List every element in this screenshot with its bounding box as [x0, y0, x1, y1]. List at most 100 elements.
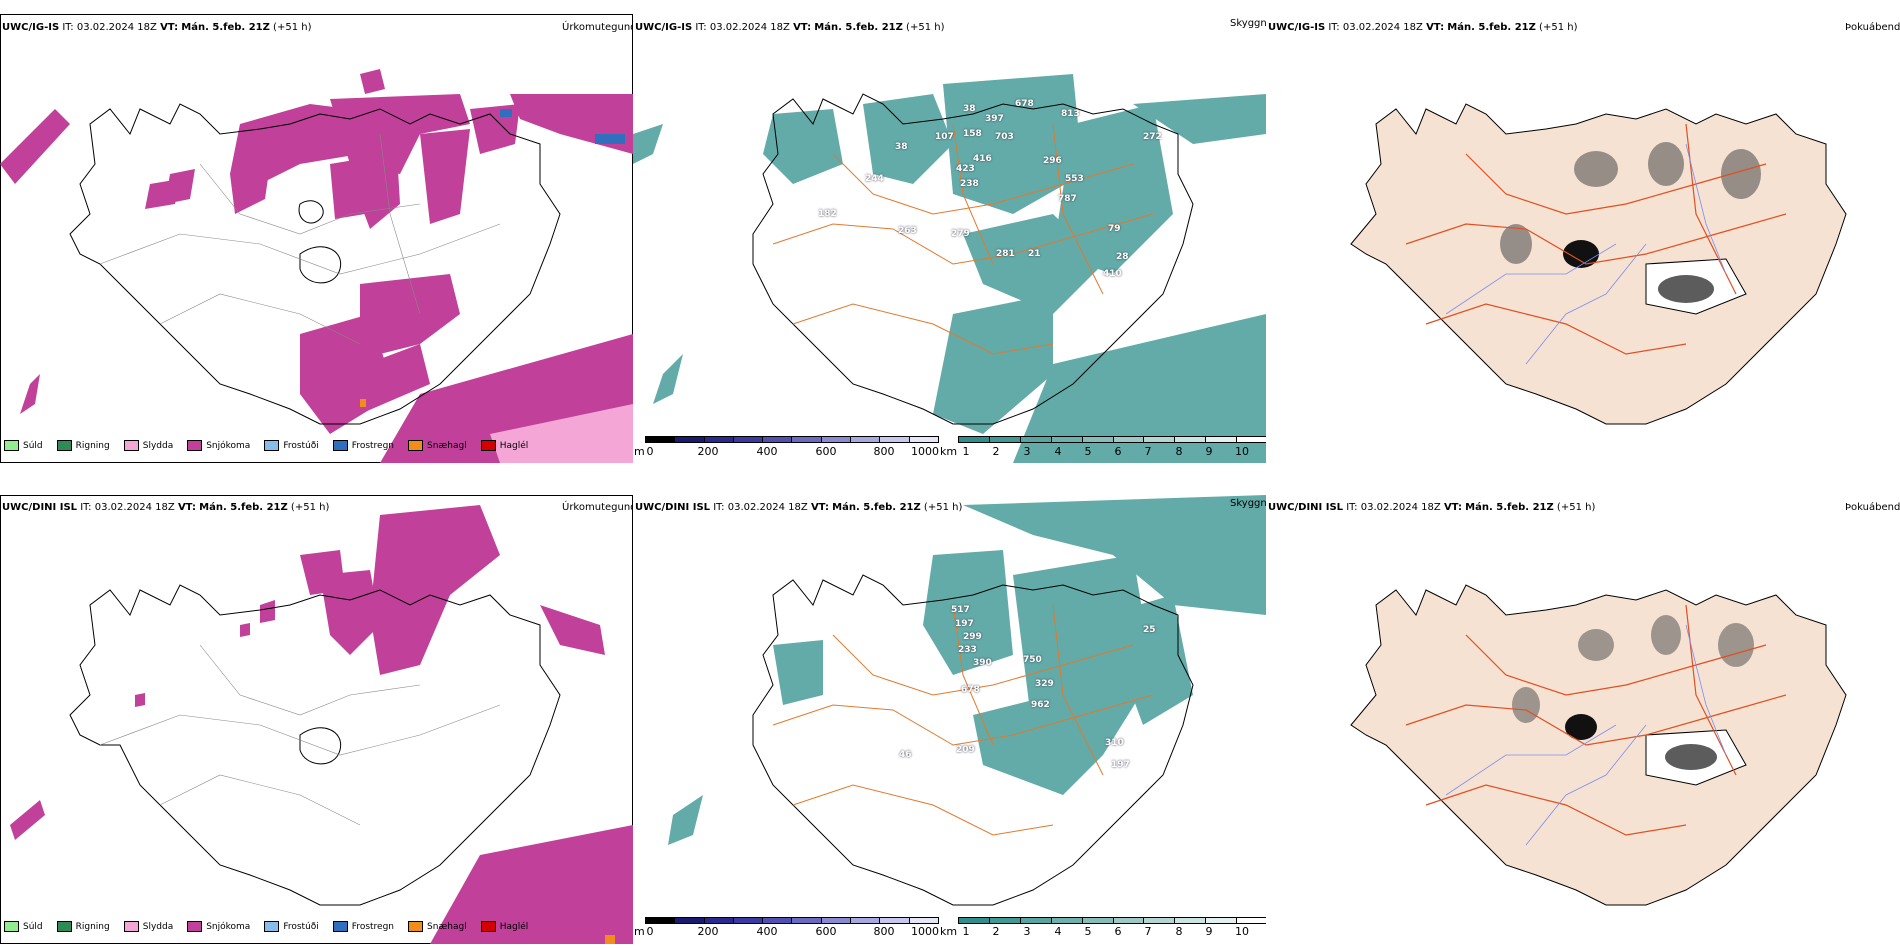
legend-swatch — [264, 921, 280, 932]
legend-item: Snæhagl — [408, 921, 467, 932]
cloud-base-tick: 800 — [873, 445, 895, 458]
legend-label: Snæhagl — [427, 921, 467, 932]
lead-time: (+51 h) — [290, 502, 330, 513]
precip-panel-top: Súld Rigning Slydda Snjókoma Frostúði Fr… — [0, 14, 633, 463]
lead-time: (+51 h) — [923, 502, 963, 513]
it-value: 03.02.2024 18Z — [1342, 22, 1423, 33]
legend-label: Frostúði — [283, 440, 319, 451]
cloud-base-tick: 600 — [815, 445, 837, 458]
lead-time: (+51 h) — [906, 22, 945, 33]
panel-title: Skyggni — [1230, 18, 1270, 29]
visibility-tick: 1 — [962, 445, 970, 458]
ceiling-label: 678 — [1015, 99, 1034, 109]
legend-label: Rigning — [75, 921, 110, 932]
visibility-tick: 2 — [992, 445, 1000, 458]
visibility-unit: km — [940, 925, 958, 938]
cloud-base-tick: 400 — [756, 445, 778, 458]
legend-swatch — [123, 440, 139, 451]
visibility-tick: 5 — [1084, 925, 1092, 938]
legend-swatch — [4, 921, 19, 932]
visibility-tick: 10 — [1235, 925, 1249, 938]
ceiling-label: 46 — [899, 750, 912, 760]
legend-item: Rigning — [56, 440, 110, 451]
vt-value: Mán. 5.feb. 21Z — [199, 502, 288, 513]
visibility-tick: 4 — [1054, 925, 1062, 938]
cloud-base-tick: 1000 — [911, 445, 939, 458]
visibility-unit: km — [940, 445, 958, 458]
visibility-bar — [958, 917, 1268, 924]
visibility-tick: 9 — [1205, 445, 1213, 458]
legend-item: Frostregn — [332, 921, 394, 932]
precip-map-bottom — [10, 505, 633, 944]
fog-panel-bottom — [1266, 495, 1900, 944]
legend-label: Slydda — [142, 921, 174, 932]
ceiling-label: 397 — [985, 114, 1004, 124]
vt-label: VT: — [160, 22, 179, 33]
vt-label: VT: — [810, 502, 829, 513]
ceiling-label: 329 — [1035, 679, 1054, 689]
cloud-base-tick: 0 — [646, 925, 654, 938]
legend-swatch — [332, 921, 348, 932]
vt-value: Mán. 5.feb. 21Z — [1447, 22, 1536, 33]
it-label: IT: — [80, 502, 92, 513]
precip-map-top — [0, 69, 633, 463]
ceiling-label: 158 — [963, 129, 982, 139]
lead-time: (+51 h) — [273, 22, 312, 33]
precip-panel-bottom: Súld Rigning Slydda Snjókoma Frostúði Fr… — [0, 495, 633, 944]
model-name: UWC/DINI ISL — [2, 502, 78, 513]
panel-header: UWC/DINI ISL IT: 03.02.2024 18Z VT: Mán.… — [2, 502, 329, 513]
cloud-base-unit: m — [634, 445, 645, 458]
legend-item: Frostúði — [264, 921, 319, 932]
ceiling-label: 263 — [898, 226, 917, 236]
vt-label: VT: — [177, 502, 196, 513]
panel-header: UWC/IG-IS IT: 03.02.2024 18Z VT: Mán. 5.… — [1268, 22, 1577, 33]
visibility-tick: 10 — [1235, 445, 1249, 458]
visibility-tick: 6 — [1114, 925, 1122, 938]
legend-item: Snjókoma — [187, 921, 250, 932]
panel-title: Skyggni — [1230, 498, 1270, 509]
panel-header: UWC/DINI ISL IT: 03.02.2024 18Z VT: Mán.… — [635, 502, 962, 513]
ceiling-label: 279 — [951, 229, 970, 239]
ceiling-label: 182 — [818, 209, 837, 219]
panel-title: Úrkomutegund — [562, 502, 637, 513]
it-value: 03.02.2024 18Z — [94, 502, 175, 513]
lead-time: (+51 h) — [1539, 22, 1578, 33]
ceiling-label: 296 — [1043, 156, 1062, 166]
legend-label: Frostúði — [283, 921, 319, 932]
visibility-tick: 9 — [1205, 925, 1213, 938]
vt-value: Mán. 5.feb. 21Z — [181, 22, 270, 33]
model-name: UWC/IG-IS — [2, 22, 60, 33]
visibility-tick: 7 — [1144, 925, 1152, 938]
visibility-bar — [958, 436, 1268, 443]
visibility-tick: 2 — [992, 925, 1000, 938]
legend-swatch — [123, 921, 139, 932]
legend-item: Snæhagl — [408, 440, 467, 451]
model-name: UWC/IG-IS — [635, 22, 693, 33]
visibility-tick: 4 — [1054, 445, 1062, 458]
cloud-base-tick: 600 — [815, 925, 837, 938]
legend-swatch — [187, 921, 203, 932]
legend-label: Súld — [23, 440, 43, 451]
ceiling-label: 281 — [996, 249, 1015, 259]
cloud-base-tick: 200 — [697, 925, 719, 938]
precip-legend-top: Súld Rigning Slydda Snjókoma Frostúði Fr… — [4, 440, 528, 451]
fog-map-bottom — [1350, 584, 1847, 906]
legend-swatch — [332, 440, 348, 451]
cloud-base-colorbar-top — [633, 436, 939, 460]
vt-value: Mán. 5.feb. 21Z — [1465, 502, 1554, 513]
it-label: IT: — [713, 502, 725, 513]
ceiling-label: 25 — [1143, 625, 1156, 635]
vt-value: Mán. 5.feb. 21Z — [814, 22, 903, 33]
fog-map-top — [1350, 103, 1847, 425]
legend-swatch — [480, 440, 496, 451]
precip-legend-bottom: Súld Rigning Slydda Snjókoma Frostúði Fr… — [4, 921, 528, 932]
visibility-tick: 3 — [1023, 925, 1031, 938]
ceiling-label: 28 — [1116, 252, 1129, 262]
panel-header: UWC/IG-IS IT: 03.02.2024 18Z VT: Mán. 5.… — [2, 22, 311, 33]
visibility-tick: 6 — [1114, 445, 1122, 458]
cloud-base-bar — [645, 436, 939, 443]
legend-swatch — [56, 921, 72, 932]
it-label: IT: — [62, 22, 74, 33]
visibility-tick: 5 — [1084, 445, 1092, 458]
model-name: UWC/DINI ISL — [1268, 502, 1344, 513]
